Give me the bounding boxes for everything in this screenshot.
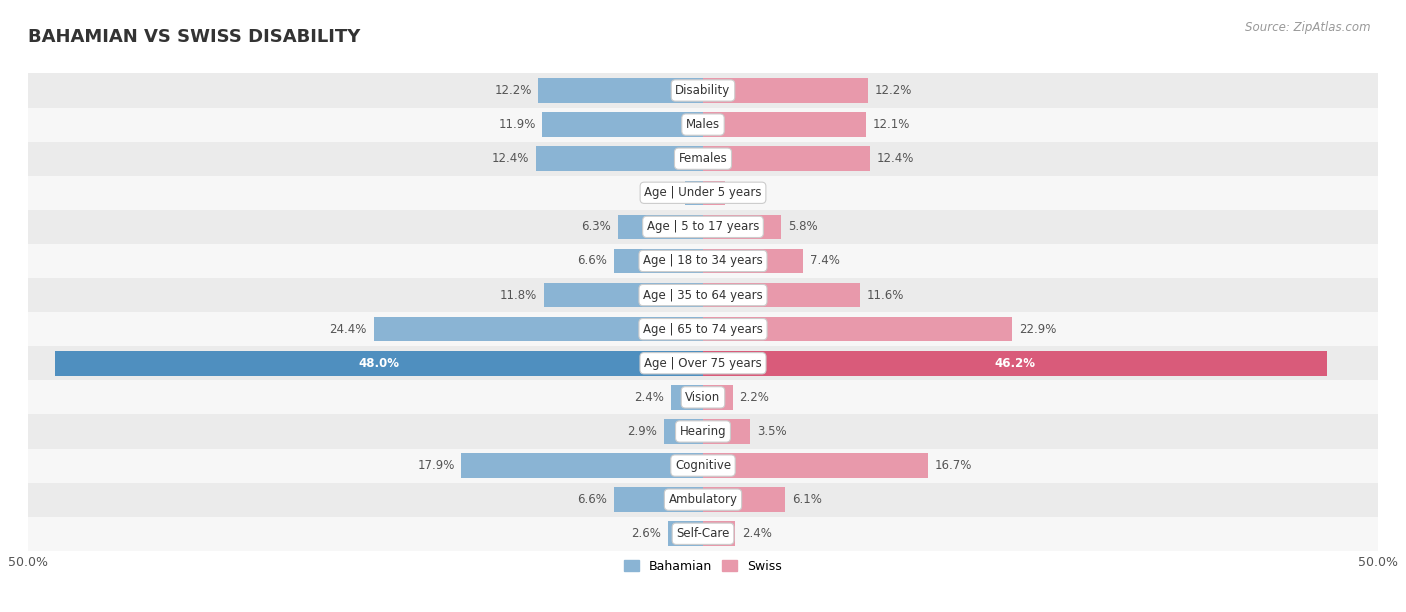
Bar	[28, 517, 1378, 551]
Text: 2.4%: 2.4%	[634, 391, 664, 404]
Text: 22.9%: 22.9%	[1019, 323, 1056, 335]
Bar	[28, 414, 1378, 449]
Bar	[668, 521, 703, 546]
Text: 12.4%: 12.4%	[492, 152, 529, 165]
Text: 12.2%: 12.2%	[875, 84, 912, 97]
Text: 48.0%: 48.0%	[359, 357, 399, 370]
Bar	[703, 521, 735, 546]
Bar	[664, 419, 703, 444]
Text: 6.6%: 6.6%	[578, 493, 607, 506]
Text: 12.1%: 12.1%	[873, 118, 911, 131]
Text: Age | 35 to 64 years: Age | 35 to 64 years	[643, 289, 763, 302]
Bar	[703, 317, 1012, 341]
Text: Age | 65 to 74 years: Age | 65 to 74 years	[643, 323, 763, 335]
Bar	[461, 453, 703, 478]
Bar	[619, 215, 703, 239]
Text: Age | 5 to 17 years: Age | 5 to 17 years	[647, 220, 759, 233]
Text: Age | Over 75 years: Age | Over 75 years	[644, 357, 762, 370]
Text: 2.4%: 2.4%	[742, 528, 772, 540]
Bar	[28, 141, 1378, 176]
Text: 12.2%: 12.2%	[494, 84, 531, 97]
Bar	[703, 215, 782, 239]
Text: Females: Females	[679, 152, 727, 165]
Text: BAHAMIAN VS SWISS DISABILITY: BAHAMIAN VS SWISS DISABILITY	[28, 28, 360, 46]
Bar	[28, 278, 1378, 312]
Bar	[28, 449, 1378, 483]
Bar	[374, 317, 703, 341]
Bar	[703, 146, 870, 171]
Bar	[28, 312, 1378, 346]
Text: Disability: Disability	[675, 84, 731, 97]
Bar	[703, 283, 859, 307]
Text: 5.8%: 5.8%	[787, 220, 818, 233]
Text: Hearing: Hearing	[679, 425, 727, 438]
Text: 1.3%: 1.3%	[650, 186, 679, 200]
Text: Self-Care: Self-Care	[676, 528, 730, 540]
Bar	[703, 453, 928, 478]
Legend: Bahamian, Swiss: Bahamian, Swiss	[619, 555, 787, 578]
Text: 3.5%: 3.5%	[756, 425, 786, 438]
Text: Age | Under 5 years: Age | Under 5 years	[644, 186, 762, 200]
Bar	[703, 419, 751, 444]
Bar	[703, 78, 868, 103]
Text: Ambulatory: Ambulatory	[668, 493, 738, 506]
Bar	[614, 248, 703, 273]
Bar	[703, 248, 803, 273]
Bar	[544, 283, 703, 307]
Text: Males: Males	[686, 118, 720, 131]
Bar	[703, 351, 1327, 376]
Bar	[55, 351, 703, 376]
Text: Age | 18 to 34 years: Age | 18 to 34 years	[643, 255, 763, 267]
Bar	[28, 346, 1378, 380]
Bar	[538, 78, 703, 103]
Text: 6.3%: 6.3%	[582, 220, 612, 233]
Text: 11.8%: 11.8%	[499, 289, 537, 302]
Bar	[614, 487, 703, 512]
Text: Vision: Vision	[685, 391, 721, 404]
Bar	[686, 181, 703, 205]
Bar	[703, 385, 733, 409]
Text: 12.4%: 12.4%	[877, 152, 914, 165]
Text: 7.4%: 7.4%	[810, 255, 839, 267]
Text: 16.7%: 16.7%	[935, 459, 973, 472]
Bar	[703, 113, 866, 137]
Bar	[536, 146, 703, 171]
Bar	[671, 385, 703, 409]
Text: Cognitive: Cognitive	[675, 459, 731, 472]
Bar	[28, 210, 1378, 244]
Text: 24.4%: 24.4%	[329, 323, 367, 335]
Text: Source: ZipAtlas.com: Source: ZipAtlas.com	[1246, 21, 1371, 34]
Bar	[543, 113, 703, 137]
Text: 11.6%: 11.6%	[866, 289, 904, 302]
Bar	[28, 108, 1378, 141]
Text: 11.9%: 11.9%	[498, 118, 536, 131]
Bar	[703, 181, 724, 205]
Text: 1.6%: 1.6%	[731, 186, 761, 200]
Bar	[28, 483, 1378, 517]
Text: 2.9%: 2.9%	[627, 425, 657, 438]
Text: 2.2%: 2.2%	[740, 391, 769, 404]
Text: 6.6%: 6.6%	[578, 255, 607, 267]
Bar	[28, 73, 1378, 108]
Bar	[28, 176, 1378, 210]
Bar	[28, 244, 1378, 278]
Text: 46.2%: 46.2%	[994, 357, 1035, 370]
Text: 2.6%: 2.6%	[631, 528, 661, 540]
Text: 6.1%: 6.1%	[792, 493, 823, 506]
Bar	[28, 380, 1378, 414]
Text: 17.9%: 17.9%	[418, 459, 454, 472]
Bar	[703, 487, 786, 512]
